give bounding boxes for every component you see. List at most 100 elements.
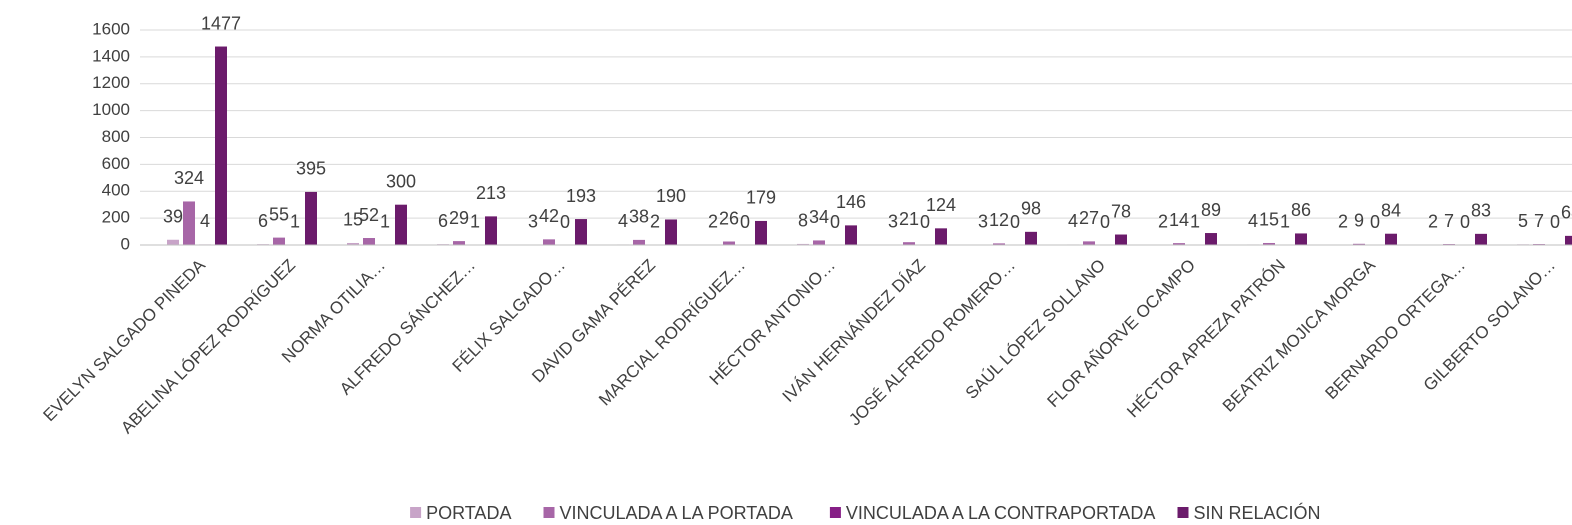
data-label: 7 (1534, 211, 1544, 231)
bar (395, 204, 407, 245)
data-label: 15 (1259, 210, 1279, 230)
y-tick-label: 200 (102, 208, 130, 227)
data-label: 0 (1460, 212, 1470, 232)
bar (1475, 233, 1487, 245)
data-label: 2 (708, 211, 718, 231)
bar (167, 239, 179, 245)
data-label: 15 (343, 210, 363, 230)
data-label: 55 (269, 204, 289, 224)
bar (755, 220, 767, 245)
data-label: 14 (1169, 210, 1189, 230)
x-tick-label: JOSÉ ALFREDO ROMERO… (845, 256, 1019, 430)
data-label: 7 (1444, 211, 1454, 231)
data-label: 4 (1068, 211, 1078, 231)
bar (993, 243, 1005, 245)
data-label: 0 (1100, 212, 1110, 232)
y-tick-label: 1000 (92, 100, 130, 119)
data-label: 84 (1381, 200, 1401, 220)
legend-label: PORTADA (426, 503, 511, 523)
data-label: 39 (163, 207, 183, 227)
data-label: 29 (449, 208, 469, 228)
data-label: 42 (539, 206, 559, 226)
bar (575, 219, 587, 245)
bar (723, 241, 735, 245)
legend-label: VINCULADA A LA PORTADA (560, 503, 793, 523)
bar (1205, 233, 1217, 245)
x-tick-label: BEATRIZ MOJICA MORGA (1219, 255, 1380, 416)
data-label: 213 (476, 183, 506, 203)
legend-swatch (543, 507, 555, 518)
data-label: 2 (650, 211, 660, 231)
data-label: 324 (174, 168, 204, 188)
x-tick-label: EVELYN SALGADO PINEDA (39, 255, 209, 425)
data-label: 0 (740, 212, 750, 232)
bar (543, 239, 555, 245)
bar (1385, 233, 1397, 245)
data-label: 3 (978, 211, 988, 231)
y-tick-label: 400 (102, 181, 130, 200)
data-label: 395 (296, 159, 326, 179)
data-label: 34 (809, 207, 829, 227)
bar (935, 228, 947, 245)
data-label: 12 (989, 210, 1009, 230)
bar (1353, 243, 1365, 245)
bar (1295, 233, 1307, 245)
bar (845, 225, 857, 245)
bar (1083, 241, 1095, 245)
data-label: 5 (1518, 211, 1528, 231)
data-label: 52 (359, 205, 379, 225)
data-label: 78 (1111, 201, 1131, 221)
data-label: 193 (566, 186, 596, 206)
data-label: 300 (386, 171, 416, 191)
y-tick-label: 1200 (92, 73, 130, 92)
data-label: 9 (1354, 211, 1364, 231)
y-tick-label: 0 (121, 234, 130, 253)
data-label: 0 (920, 212, 930, 232)
data-label: 4 (618, 211, 628, 231)
bar (665, 219, 677, 245)
data-label: 21 (899, 209, 919, 229)
bar (1025, 231, 1037, 245)
data-label: 0 (1550, 212, 1560, 232)
legend-swatch (410, 507, 422, 518)
data-label: 8 (798, 211, 808, 231)
legend-label: VINCULADA A LA CONTRAPORTADA (846, 503, 1155, 523)
bar (215, 46, 227, 246)
bar (305, 191, 317, 245)
data-label: 27 (1079, 208, 1099, 228)
x-tick-label: ABELINA LÓPEZ RODRÍGUEZ (117, 256, 299, 438)
x-tick-label: MARCIAL RODRÍGUEZ… (595, 256, 749, 410)
y-tick-label: 600 (102, 154, 130, 173)
data-label: 1 (290, 212, 300, 232)
data-label: 0 (560, 212, 570, 232)
data-label: 83 (1471, 201, 1491, 221)
data-label: 1 (470, 212, 480, 232)
bar (1173, 243, 1185, 245)
data-label: 0 (1370, 212, 1380, 232)
data-label: 2 (1338, 211, 1348, 231)
data-label: 89 (1201, 200, 1221, 220)
data-label: 3 (888, 211, 898, 231)
bar (183, 201, 195, 245)
data-label: 1 (380, 212, 390, 232)
y-tick-label: 1600 (92, 19, 130, 38)
bar (363, 238, 375, 245)
data-label: 124 (926, 195, 956, 215)
data-label: 6 (438, 211, 448, 231)
data-label: 2 (1158, 211, 1168, 231)
data-label: 4 (1248, 211, 1258, 231)
data-label: 1 (1280, 212, 1290, 232)
data-label: 38 (629, 207, 649, 227)
data-label: 6 (258, 211, 268, 231)
y-tick-label: 800 (102, 127, 130, 146)
bar (273, 237, 285, 245)
x-tick-label: HÉCTOR APREZA PATRÓN (1123, 256, 1289, 422)
data-label: 2 (1428, 211, 1438, 231)
data-label: 190 (656, 186, 686, 206)
bar (903, 242, 915, 245)
data-label: 68 (1561, 203, 1572, 223)
data-label: 146 (836, 192, 866, 212)
data-label: 1477 (201, 13, 241, 33)
x-tick-label: IVÁN HERNÁNDEZ DÍAZ (779, 256, 929, 406)
bar (813, 240, 825, 245)
